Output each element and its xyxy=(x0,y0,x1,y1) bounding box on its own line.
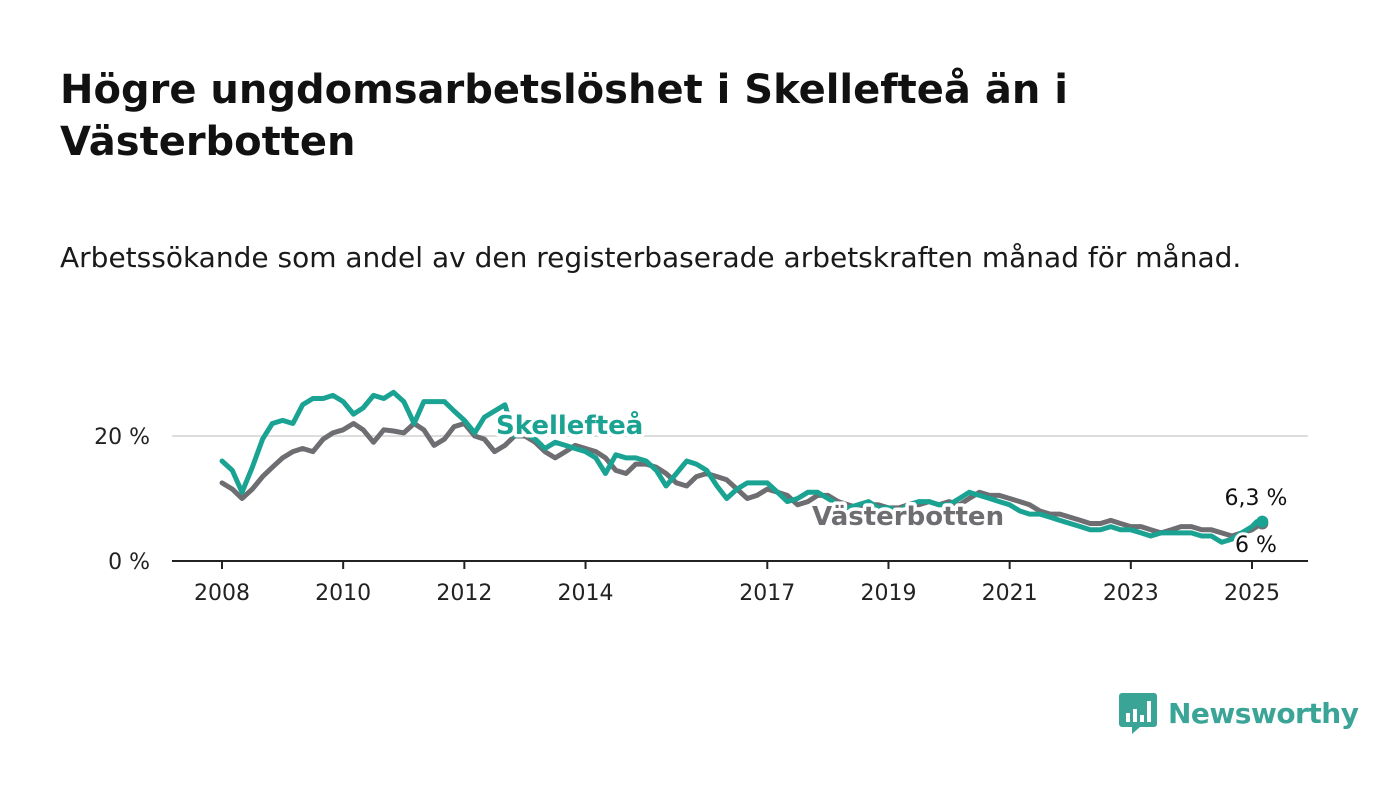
series-line-skelleftea xyxy=(219,389,1265,545)
series-label-vasterbotten: Västerbotten xyxy=(812,502,1004,532)
brand-logo: Newsworthy xyxy=(1118,690,1359,736)
x-tick-label: 2023 xyxy=(1103,581,1159,606)
brand-name: Newsworthy xyxy=(1168,696,1359,730)
series-line-vasterbotten xyxy=(219,421,1265,539)
x-tick-label: 2017 xyxy=(739,581,795,606)
x-tick-label: 2008 xyxy=(194,581,250,606)
end-value-label-vasterbotten: 6 % xyxy=(1235,533,1277,558)
bar-chart-speech-bubble-icon xyxy=(1119,693,1157,734)
x-tick-label: 2019 xyxy=(860,581,916,606)
end-point-skelleftea xyxy=(1256,515,1269,528)
x-tick-label: 2012 xyxy=(436,581,492,606)
x-tick-label: 2021 xyxy=(982,581,1038,606)
chart-subtitle: Arbetssökande som andel av den registerb… xyxy=(60,241,1242,274)
x-tick-label: 2014 xyxy=(558,581,614,606)
series-layer xyxy=(219,389,1269,545)
series-label-skelleftea: Skellefteå xyxy=(496,409,643,441)
y-tick-label: 20 % xyxy=(94,425,150,450)
y-tick-label: 0 % xyxy=(108,550,150,575)
x-tick-label: 2010 xyxy=(315,581,371,606)
label-layer: Skellefteå Västerbotten 6,3 % 6 % xyxy=(493,406,1291,562)
x-tick-label: 2025 xyxy=(1224,581,1280,606)
end-value-label-skelleftea: 6,3 % xyxy=(1225,486,1288,511)
chart-title: Högre ungdomsarbetslöshet i Skellefteå ä… xyxy=(60,67,1068,165)
grid-layer: 0 % 20 % 2008 2010 2012 2014 2017 2019 2021 2023 2… xyxy=(94,425,1308,606)
